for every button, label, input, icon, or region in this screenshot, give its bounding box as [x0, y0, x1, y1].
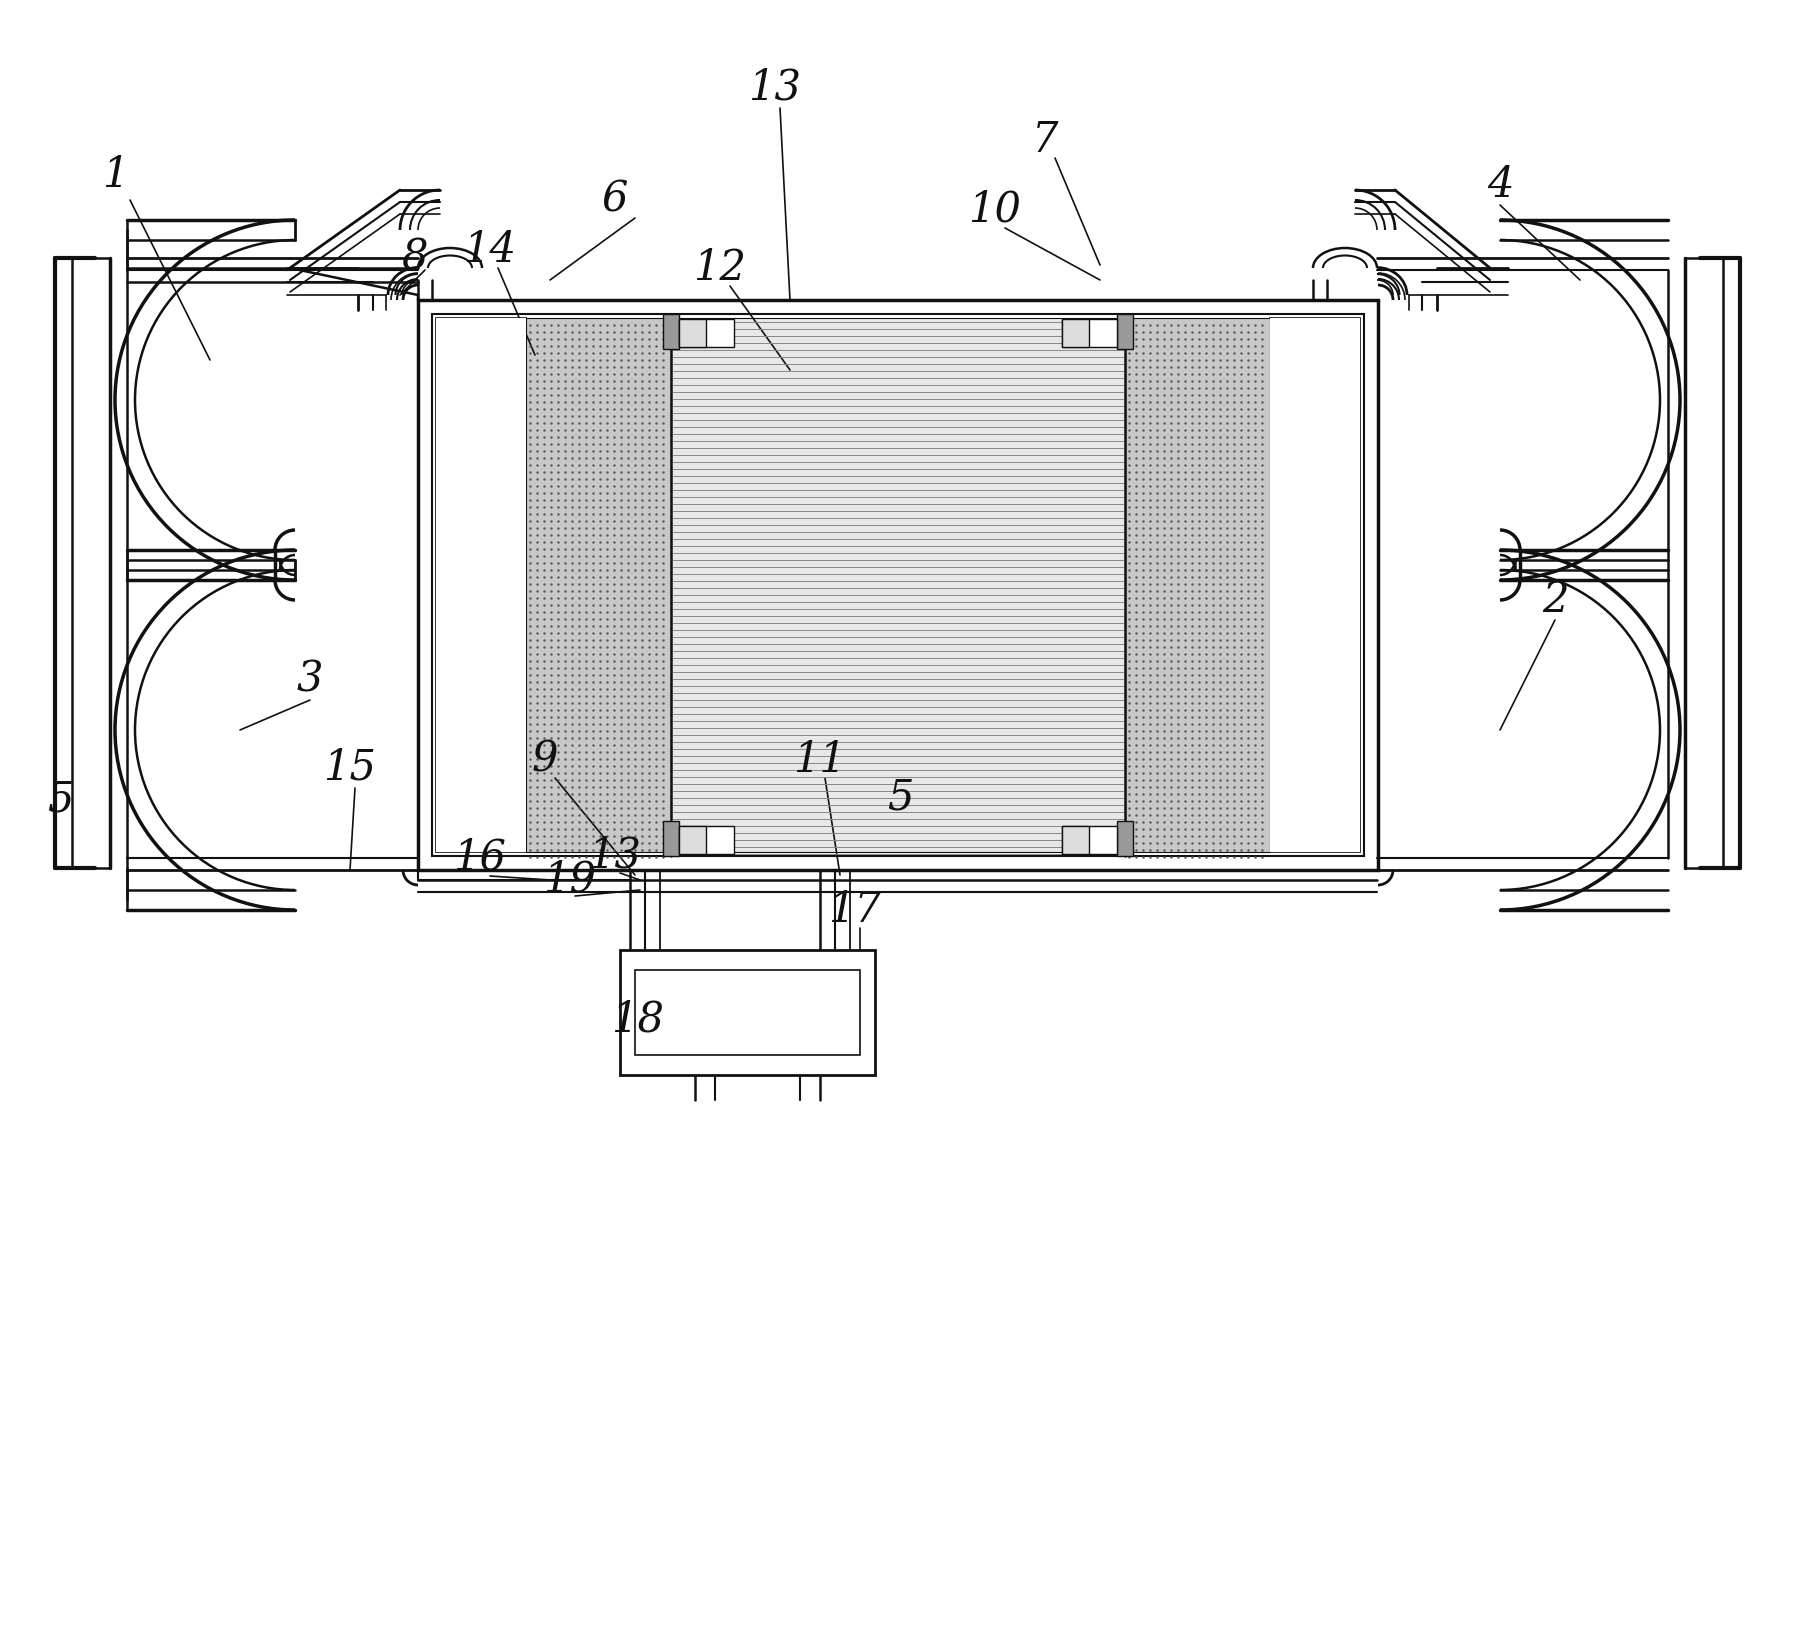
- Text: 13: 13: [749, 67, 802, 109]
- Bar: [1271, 318, 1361, 852]
- Text: 2: 2: [1542, 578, 1569, 621]
- Text: 1: 1: [102, 154, 127, 197]
- Text: 3: 3: [296, 660, 323, 700]
- Text: 8: 8: [402, 237, 429, 279]
- Text: 6: 6: [601, 179, 628, 221]
- Text: 10: 10: [969, 188, 1021, 231]
- Bar: [662, 314, 679, 349]
- Bar: [671, 318, 1125, 852]
- Bar: [635, 970, 860, 1055]
- Text: 18: 18: [612, 999, 664, 1042]
- Text: 16: 16: [454, 837, 506, 879]
- Text: 9: 9: [531, 739, 558, 782]
- Bar: [679, 318, 734, 348]
- Text: 5: 5: [47, 778, 74, 821]
- Bar: [1063, 318, 1116, 348]
- Text: 4: 4: [1486, 164, 1513, 206]
- Bar: [679, 826, 705, 855]
- Bar: [436, 318, 526, 852]
- Text: 14: 14: [463, 229, 517, 271]
- Bar: [418, 301, 1379, 869]
- Text: 13: 13: [589, 834, 641, 876]
- Bar: [662, 821, 679, 856]
- Text: 11: 11: [793, 739, 847, 782]
- Bar: [679, 318, 705, 348]
- Bar: [436, 318, 526, 852]
- Text: 15: 15: [323, 748, 377, 790]
- Text: 17: 17: [829, 889, 881, 931]
- Bar: [619, 951, 874, 1076]
- Bar: [433, 314, 1364, 856]
- Bar: [1116, 821, 1133, 856]
- Bar: [1125, 318, 1271, 852]
- Text: 5: 5: [887, 777, 914, 819]
- Text: 12: 12: [693, 247, 747, 289]
- Bar: [1116, 314, 1133, 349]
- Bar: [1063, 318, 1090, 348]
- Bar: [526, 318, 671, 852]
- Bar: [1063, 826, 1116, 855]
- Text: 7: 7: [1032, 119, 1059, 161]
- Bar: [679, 826, 734, 855]
- Text: 19: 19: [544, 860, 596, 900]
- Bar: [1271, 318, 1361, 852]
- Bar: [1063, 826, 1090, 855]
